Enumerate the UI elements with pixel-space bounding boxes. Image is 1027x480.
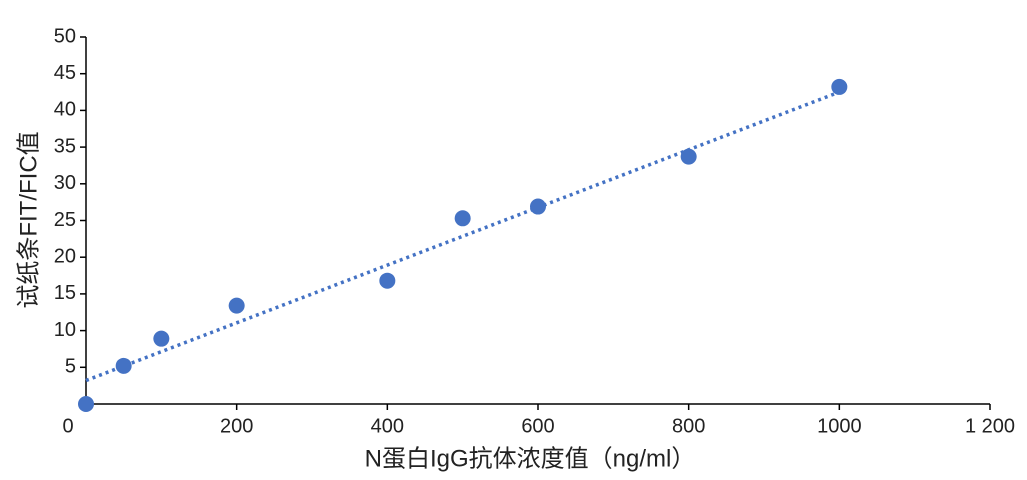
x-tick-label: 800 (672, 415, 705, 437)
y-tick-label: 45 (54, 62, 76, 84)
point (78, 396, 94, 412)
x-axis-title: N蛋白IgG抗体浓度值（ng/ml） (365, 445, 696, 472)
point (454, 210, 471, 227)
x-tick-label: 0 (62, 415, 73, 437)
y-tick-label: 50 (54, 25, 76, 47)
point (153, 330, 170, 347)
point (530, 198, 546, 215)
x-tick-label: 1000 (817, 415, 862, 437)
y-tick-label: 10 (54, 319, 76, 341)
y-tick-label: 25 (54, 209, 76, 231)
point (228, 297, 245, 314)
trendline (85, 90, 840, 383)
x-tick-label: 400 (371, 415, 404, 437)
x-tick-label: 200 (220, 415, 253, 437)
y-tick-label: 40 (54, 99, 76, 121)
y-tick-label: 5 (65, 356, 76, 378)
y-tick-label: 30 (54, 172, 76, 194)
y-tick-label: 15 (54, 282, 76, 304)
y-tick-label: 35 (54, 135, 76, 157)
x-tick-label: 1 200 (965, 415, 1015, 437)
point (379, 272, 396, 289)
point (680, 148, 697, 165)
y-axis-title: 试纸条FIT/FIC值 (15, 131, 42, 308)
point (831, 78, 848, 95)
x-tick-label: 600 (521, 415, 554, 437)
point (115, 357, 132, 374)
y-tick-label: 20 (54, 245, 76, 267)
